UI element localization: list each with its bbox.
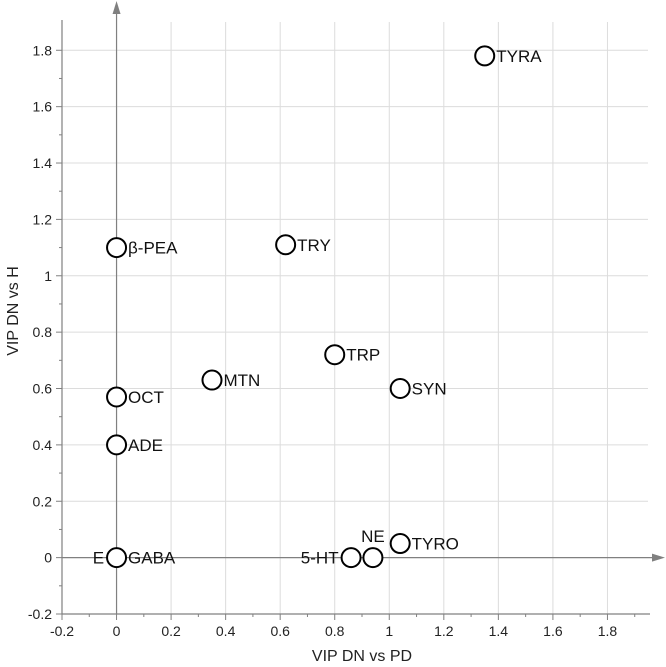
axes [62,1,665,614]
y-tick-label: 0.6 [33,381,53,397]
y-tick-label: 1 [44,268,52,284]
point-5 [391,379,410,398]
point-10 [342,548,361,567]
y-axis-label: VIP DN vs H [5,266,22,356]
y-tick-label: 0 [44,550,52,566]
point-7 [107,435,126,454]
x-tick-label: 0.8 [325,623,345,639]
y-tick-label: 0.2 [33,493,53,509]
y-tick-label: 1.6 [33,99,53,115]
grid [62,22,648,614]
point-label-2: TRY [297,236,331,255]
x-axis-arrow [652,554,665,562]
x-tick-label: -0.2 [50,623,74,639]
y-tick-label: 1.8 [33,42,53,58]
y-tick-label: -0.2 [28,606,52,622]
point-6 [107,387,126,406]
point-label-10: 5-HT [301,549,339,568]
point-11 [363,548,382,567]
x-tick-label: 0.4 [216,623,236,639]
point-label-7: ADE [128,436,163,455]
x-tick-label: 1.6 [543,623,563,639]
point-label-9: E [93,549,104,568]
point-8 [107,548,126,567]
x-tick-label: 0 [113,623,121,639]
y-tick-label: 1.4 [33,155,53,171]
point-label-5: SYN [412,380,447,399]
point-4 [203,371,222,390]
y-tick-label: 1.2 [33,211,53,227]
x-tick-label: 1.4 [489,623,509,639]
x-tick-label: 1.2 [434,623,454,639]
point-label-0: TYRA [496,47,542,66]
x-tick-label: 0.6 [270,623,290,639]
point-12 [391,534,410,553]
x-tick-label: 0.2 [161,623,181,639]
point-label-6: OCT [128,388,164,407]
point-0 [475,46,494,65]
point-2 [276,235,295,254]
point-label-12: TYRO [412,535,459,554]
point-3 [325,345,344,364]
x-tick-label: 1.8 [598,623,618,639]
x-tick-label: 1 [385,623,393,639]
y-axis-arrow [113,1,121,14]
point-label-8: GABA [128,549,176,568]
point-label-4: MTN [224,371,261,390]
x-axis-label: VIP DN vs PD [312,648,412,665]
point-1 [107,238,126,257]
point-label-1: β-PEA [128,239,178,258]
data-points: TYRA β-PEA TRY TRP MTN SYN OCT ADE GABA E 5-HT NE TY… [93,46,543,567]
y-tick-label: 0.8 [33,324,53,340]
point-label-11: NE [361,527,385,546]
y-tick-label: 0.4 [33,437,53,453]
point-label-3: TRP [346,346,380,365]
